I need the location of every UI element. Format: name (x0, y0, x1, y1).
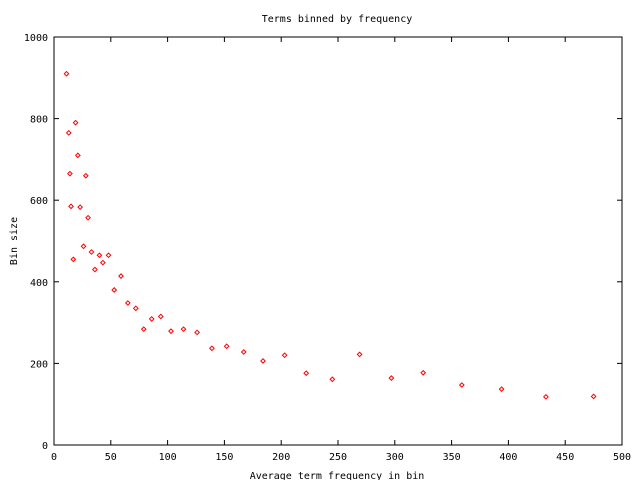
axes: 0 50 100 150 200 250 300 350 400 450 500 0 200 400 600… (24, 33, 631, 463)
data-point (66, 170, 73, 177)
data-point (542, 393, 549, 400)
data-point (498, 386, 505, 393)
data-point (223, 343, 230, 350)
x-tick-label: 200 (272, 452, 290, 463)
data-point (148, 316, 155, 322)
data-point (240, 349, 247, 355)
data-point (356, 351, 363, 358)
data-point (91, 266, 98, 273)
data-point (118, 273, 124, 279)
data-point (82, 172, 89, 179)
x-tick-label: 50 (105, 452, 117, 463)
y-tick-label: 800 (30, 115, 48, 126)
x-tick-label: 0 (51, 452, 57, 463)
data-point (74, 152, 81, 159)
data-point (99, 259, 106, 266)
data-point (105, 252, 112, 259)
x-tick-label: 150 (215, 452, 233, 463)
data-point (70, 256, 77, 263)
data-point (80, 243, 87, 250)
data-point (124, 300, 131, 306)
data-point (88, 249, 95, 255)
y-tick-label: 1000 (24, 33, 48, 44)
data-point (194, 329, 201, 336)
data-point (208, 345, 215, 352)
x-tick-label: 350 (443, 452, 461, 463)
data-point (63, 70, 70, 77)
chart-title: Terms binned by frequency (262, 14, 413, 25)
data-point (303, 370, 310, 377)
data-point (168, 328, 174, 335)
data-point (590, 393, 597, 400)
data-point (65, 129, 72, 136)
x-tick-label: 300 (386, 452, 404, 463)
data-points (63, 70, 597, 400)
data-point (85, 214, 91, 221)
x-axis-label: Average term frequency in bin (250, 471, 425, 480)
x-tick-label: 100 (159, 452, 177, 463)
plot-frame (53, 36, 623, 446)
data-point (72, 119, 79, 126)
data-point (281, 352, 288, 359)
data-point (180, 326, 187, 333)
data-point (458, 382, 465, 388)
data-point (260, 358, 266, 364)
data-point (388, 375, 395, 381)
x-tick-label: 450 (556, 452, 574, 463)
data-point (132, 305, 139, 312)
data-point (77, 204, 84, 211)
data-point (111, 287, 118, 293)
x-tick-label: 400 (499, 452, 517, 463)
data-point (140, 326, 147, 333)
y-axis-label: Bin size (9, 217, 20, 265)
y-tick-label: 200 (30, 359, 48, 370)
data-point (420, 369, 427, 376)
y-tick-label: 0 (42, 441, 48, 452)
y-tick-label: 600 (30, 196, 48, 207)
data-point (96, 252, 103, 259)
data-point (329, 376, 336, 383)
x-tick-label: 250 (329, 452, 347, 463)
y-tick-label: 400 (30, 278, 48, 289)
x-tick-label: 500 (613, 452, 631, 463)
data-point (157, 313, 164, 320)
data-point (68, 203, 74, 210)
